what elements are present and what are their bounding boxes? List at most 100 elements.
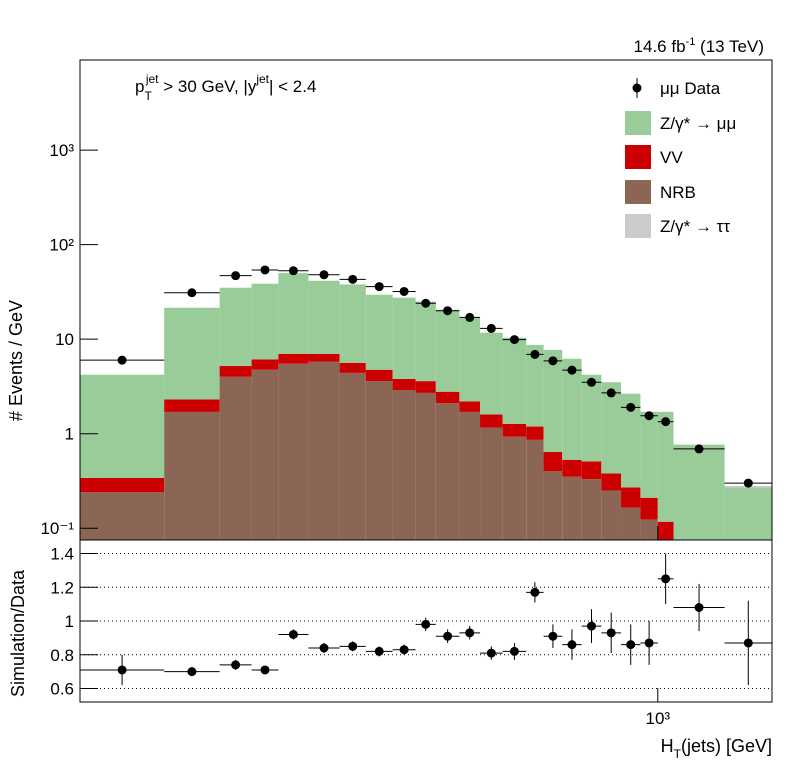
ratio-point: [509, 646, 519, 656]
ratio-point: [348, 641, 358, 651]
stack-segment: [164, 307, 220, 400]
axes: 10⁻¹ 1 10 10² 10³ 0.6 0.8 1 1.2 1.4 10³: [40, 141, 670, 728]
data-point: [661, 417, 671, 427]
y-tick-label: 10: [55, 330, 74, 349]
stack-segment: [164, 411, 220, 540]
legend-label: NRB: [660, 183, 696, 202]
y-tick-label: 1.2: [50, 578, 74, 597]
stack-segment: [278, 363, 309, 540]
y-tick-label: 10³: [49, 141, 74, 160]
stack-segment: [502, 436, 527, 540]
ratio-point: [548, 631, 558, 641]
ratio-frame: [79, 539, 773, 703]
stack-segment: [435, 309, 460, 392]
y-tick-label: 1: [65, 612, 74, 631]
stack-segment: [526, 439, 544, 540]
stack-segment: [251, 283, 279, 360]
legend-label: Z/γ* → μμ: [660, 114, 736, 133]
stack-segment: [251, 369, 279, 540]
stack-segment: [601, 490, 622, 540]
stack-segment: [415, 301, 436, 382]
stack-segment: [502, 337, 527, 424]
lumi-label: 14.6 fb-1 (13 TeV): [634, 36, 764, 56]
ratio-point: [421, 619, 431, 629]
stack-segment: [308, 361, 340, 540]
legend: μμ Data Z/γ* → μμ VV NRB Z/γ* → ττ: [625, 78, 736, 238]
stack-segment: [365, 381, 393, 540]
data-point: [231, 271, 241, 281]
stack-segment: [543, 471, 563, 540]
stack-segment: [219, 287, 252, 367]
data-point: [348, 274, 358, 284]
stack-segment: [435, 403, 460, 540]
stack-segment: [526, 426, 544, 440]
stack-segment: [392, 297, 416, 379]
y-axis-label: # Events / GeV: [6, 300, 26, 421]
stack-segment: [392, 378, 416, 390]
stack-segment: [164, 399, 220, 412]
stack-segment: [365, 369, 393, 382]
ratio-point: [117, 665, 127, 675]
data-point: [530, 349, 540, 359]
stack-segment: [480, 414, 503, 428]
stack-segment: [621, 487, 641, 508]
ratio-point: [260, 665, 270, 675]
stack-segment: [278, 273, 309, 354]
stack-segment: [502, 423, 527, 437]
ratio-point: [486, 648, 496, 658]
stack-segment: [621, 393, 641, 488]
stack-segment: [480, 332, 503, 415]
data-point: [260, 265, 270, 275]
stack-segment: [581, 461, 602, 480]
stack-segment: [80, 374, 165, 478]
ratio-point: [465, 628, 475, 638]
data-point: [187, 288, 197, 298]
stack-segment: [308, 353, 340, 362]
y-tick-label: 1: [65, 425, 74, 444]
data-point: [606, 388, 616, 398]
stack-segment: [526, 344, 544, 427]
stack-segment: [415, 381, 436, 393]
stack-segment: [80, 477, 165, 493]
ratio-point: [288, 630, 298, 639]
stack-segment: [339, 372, 366, 540]
stack-segment: [251, 359, 279, 370]
data-point: [743, 478, 753, 488]
stack-segment: [80, 492, 165, 540]
legend-marker: [632, 83, 642, 93]
x-tick-label: 10³: [645, 709, 670, 728]
data-point: [694, 444, 704, 454]
data-point: [644, 411, 654, 421]
y-tick-label: 0.8: [50, 646, 74, 665]
data-point: [567, 365, 577, 375]
stack-segment: [640, 519, 658, 540]
data-point: [548, 356, 558, 366]
data-point: [465, 312, 475, 322]
stack-segment: [308, 280, 340, 354]
ratio-point: [443, 631, 453, 641]
data-point: [374, 282, 384, 292]
ratio-plot: [80, 553, 772, 689]
stack-segment: [435, 391, 460, 404]
stack-segment: [543, 452, 563, 472]
ratio-point: [587, 621, 597, 631]
data-point: [117, 355, 127, 365]
data-point: [421, 298, 431, 308]
ratio-point: [644, 638, 654, 648]
ratio-point: [399, 645, 409, 655]
stack-segment: [543, 349, 563, 453]
ratio-point: [187, 667, 197, 677]
data-point: [486, 323, 496, 333]
stack-segment: [562, 459, 582, 477]
legend-swatch: [625, 145, 651, 169]
legend-label: μμ Data: [660, 79, 721, 98]
stack-segment: [339, 284, 366, 363]
stack-segment: [657, 411, 674, 522]
stack-segment: [581, 479, 602, 540]
stack-segment: [278, 353, 309, 364]
stack-segment: [640, 497, 658, 520]
ratio-point: [567, 640, 577, 650]
stack-segment: [459, 411, 481, 540]
stack-segment: [459, 401, 481, 412]
